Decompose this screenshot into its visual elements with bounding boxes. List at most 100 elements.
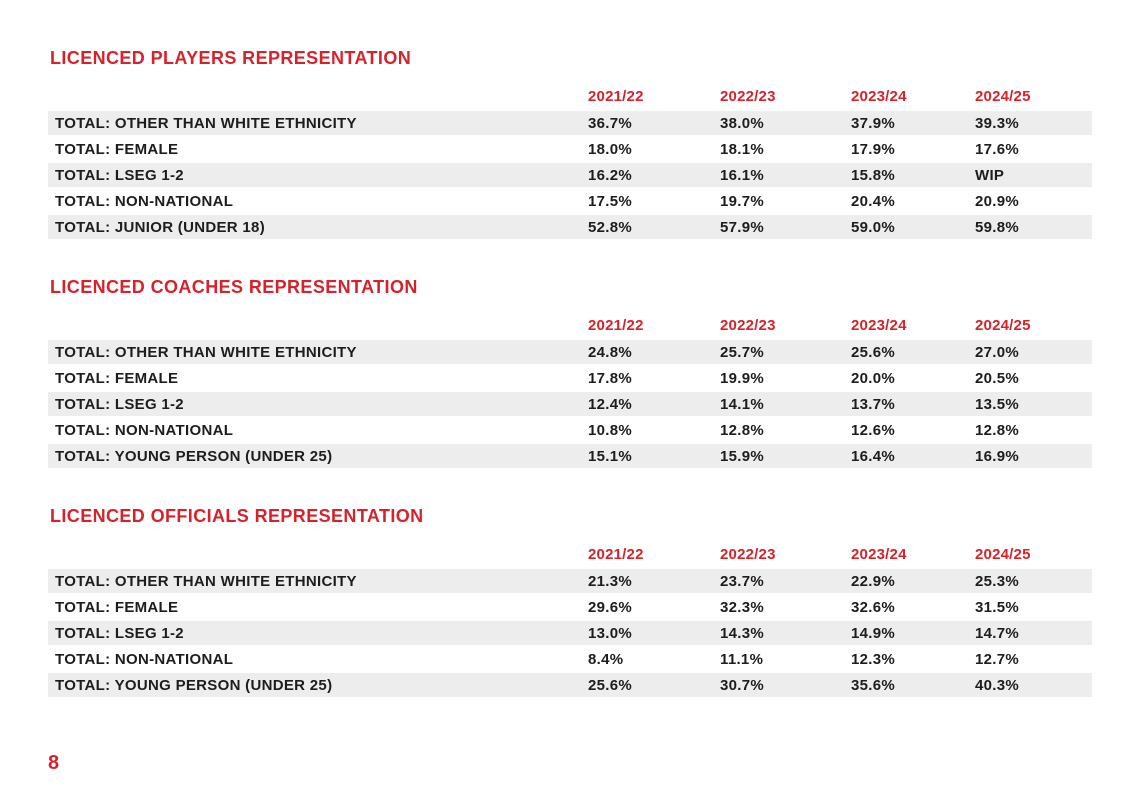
table-body: TOTAL: OTHER THAN WHITE ETHNICITY 24.8% 2… (48, 340, 1092, 470)
row-value: 12.7% (975, 650, 1020, 668)
row-value: 18.1% (720, 140, 765, 158)
row-value: 40.3% (975, 676, 1020, 694)
row-value: 36.7% (588, 114, 633, 132)
row-value: 13.0% (588, 624, 633, 642)
row-value: 57.9% (720, 218, 765, 236)
row-value: 11.1% (720, 650, 764, 668)
row-value: 17.9% (851, 140, 896, 158)
row-value: 12.4% (588, 395, 633, 413)
row-value: 59.8% (975, 218, 1020, 236)
row-value: 17.5% (588, 192, 633, 210)
row-value: 12.6% (851, 421, 896, 439)
row-value: 10.8% (588, 421, 633, 439)
row-value: 17.6% (975, 140, 1020, 158)
table-row: TOTAL: NON-NATIONAL 17.5% 19.7% 20.4% 20.9% (48, 189, 1092, 215)
row-label: TOTAL: JUNIOR (UNDER 18) (55, 218, 265, 236)
row-value: 15.9% (720, 447, 765, 465)
table-row: TOTAL: OTHER THAN WHITE ETHNICITY 21.3% 2… (48, 569, 1092, 595)
row-value: 12.3% (851, 650, 896, 668)
row-value: 30.7% (720, 676, 765, 694)
year-column-header: 2021/22 (588, 88, 644, 105)
row-value: 14.3% (720, 624, 765, 642)
year-header-row: 2021/22 2022/23 2023/24 2024/25 (48, 318, 1092, 334)
row-label: TOTAL: OTHER THAN WHITE ETHNICITY (55, 343, 357, 361)
row-label: TOTAL: FEMALE (55, 140, 179, 158)
year-column-header: 2021/22 (588, 317, 644, 334)
row-value: 16.9% (975, 447, 1020, 465)
table-body: TOTAL: OTHER THAN WHITE ETHNICITY 36.7% 3… (48, 111, 1092, 241)
table-row: TOTAL: OTHER THAN WHITE ETHNICITY 24.8% 2… (48, 340, 1092, 366)
row-value: 12.8% (975, 421, 1020, 439)
year-header-row: 2021/22 2022/23 2023/24 2024/25 (48, 89, 1092, 105)
row-value: 38.0% (720, 114, 765, 132)
row-value: 19.7% (720, 192, 765, 210)
table-row: TOTAL: YOUNG PERSON (UNDER 25) 25.6% 30.7… (48, 673, 1092, 699)
year-column-header: 2022/23 (720, 317, 776, 334)
row-label: TOTAL: LSEG 1-2 (55, 395, 184, 413)
row-value: 24.8% (588, 343, 633, 361)
year-column-header: 2024/25 (975, 546, 1031, 563)
row-value: 20.0% (851, 369, 896, 387)
year-column-header: 2023/24 (851, 88, 907, 105)
row-label: TOTAL: OTHER THAN WHITE ETHNICITY (55, 114, 357, 132)
row-value: 18.0% (588, 140, 633, 158)
table-row: TOTAL: LSEG 1-2 16.2% 16.1% 15.8% WIP (48, 163, 1092, 189)
table-body: TOTAL: OTHER THAN WHITE ETHNICITY 21.3% 2… (48, 569, 1092, 699)
row-value: WIP (975, 166, 1005, 184)
table-row: TOTAL: JUNIOR (UNDER 18) 52.8% 57.9% 59.0%… (48, 215, 1092, 241)
year-column-header: 2021/22 (588, 546, 644, 563)
row-value: 22.9% (851, 572, 896, 590)
row-value: 16.2% (588, 166, 633, 184)
table-row: TOTAL: FEMALE 17.8% 19.9% 20.0% 20.5% (48, 366, 1092, 392)
year-column-header: 2022/23 (720, 88, 776, 105)
table-row: TOTAL: YOUNG PERSON (UNDER 25) 15.1% 15.9… (48, 444, 1092, 470)
row-value: 23.7% (720, 572, 765, 590)
row-label: TOTAL: NON-NATIONAL (55, 421, 234, 439)
row-value: 12.8% (720, 421, 765, 439)
row-label: TOTAL: YOUNG PERSON (UNDER 25) (55, 447, 333, 465)
table-row: TOTAL: LSEG 1-2 12.4% 14.1% 13.7% 13.5% (48, 392, 1092, 418)
year-column-header: 2023/24 (851, 546, 907, 563)
row-value: 29.6% (588, 598, 633, 616)
row-value: 13.5% (975, 395, 1020, 413)
row-value: 35.6% (851, 676, 896, 694)
row-value: 17.8% (588, 369, 633, 387)
row-value: 25.6% (851, 343, 896, 361)
row-value: 14.7% (975, 624, 1020, 642)
row-value: 15.1% (588, 447, 633, 465)
row-value: 16.1% (720, 166, 765, 184)
row-value: 31.5% (975, 598, 1020, 616)
row-label: TOTAL: FEMALE (55, 369, 179, 387)
row-value: 52.8% (588, 218, 633, 236)
row-value: 8.4% (588, 650, 624, 668)
year-column-header: 2024/25 (975, 317, 1031, 334)
table-row: TOTAL: OTHER THAN WHITE ETHNICITY 36.7% 3… (48, 111, 1092, 137)
row-value: 16.4% (851, 447, 896, 465)
row-value: 14.9% (851, 624, 896, 642)
row-value: 14.1% (720, 395, 765, 413)
row-value: 21.3% (588, 572, 633, 590)
row-value: 20.4% (851, 192, 896, 210)
row-value: 27.0% (975, 343, 1020, 361)
year-column-header: 2024/25 (975, 88, 1031, 105)
row-value: 37.9% (851, 114, 896, 132)
section-title: LICENCED PLAYERS REPRESENTATION (50, 48, 412, 68)
row-value: 13.7% (851, 395, 896, 413)
row-value: 39.3% (975, 114, 1020, 132)
representation-section: LICENCED COACHES REPRESENTATION 2021/22 2… (48, 278, 1092, 470)
year-column-header: 2023/24 (851, 317, 907, 334)
table-row: TOTAL: NON-NATIONAL 8.4% 11.1% 12.3% 12.7% (48, 647, 1092, 673)
row-label: TOTAL: LSEG 1-2 (55, 624, 184, 642)
row-value: 32.6% (851, 598, 896, 616)
row-label: TOTAL: LSEG 1-2 (55, 166, 184, 184)
row-label: TOTAL: NON-NATIONAL (55, 650, 234, 668)
row-value: 20.9% (975, 192, 1020, 210)
table-row: TOTAL: NON-NATIONAL 10.8% 12.8% 12.6% 12.8% (48, 418, 1092, 444)
row-value: 25.3% (975, 572, 1020, 590)
sections-container: LICENCED PLAYERS REPRESENTATION 2021/22 2… (48, 49, 1092, 699)
row-value: 20.5% (975, 369, 1020, 387)
representation-section: LICENCED PLAYERS REPRESENTATION 2021/22 2… (48, 49, 1092, 241)
table-row: TOTAL: FEMALE 29.6% 32.3% 32.6% 31.5% (48, 595, 1092, 621)
row-value: 32.3% (720, 598, 765, 616)
